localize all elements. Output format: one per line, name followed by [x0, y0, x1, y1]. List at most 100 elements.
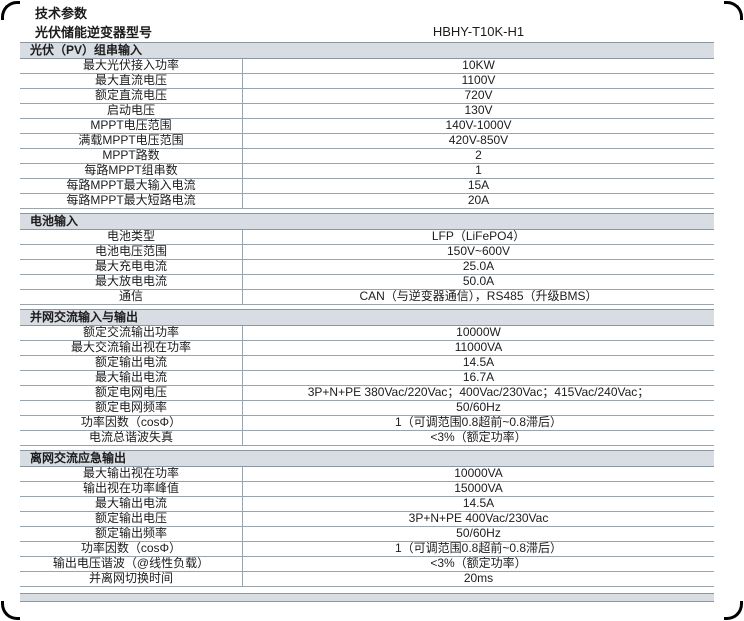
spec-param-label: MPPT电压范围 [20, 119, 243, 133]
spec-param-value: 1（可调范围0.8超前~0.8滞后） [394, 416, 563, 429]
spec-param-label: 最大放电电流 [20, 275, 243, 289]
spec-row: 功率因数（cosΦ） 1（可调范围0.8超前~0.8滞后） [20, 416, 714, 431]
spec-row: 启动电压 130V [20, 104, 714, 119]
spec-row: 额定交流输出功率 10000W [20, 326, 714, 341]
spec-row: 额定电网电压 3P+N+PE 380Vac/220Vac；400Vac/230Va… [20, 386, 714, 401]
spec-row: 功率因数（cosΦ） 1（可调范围0.8超前~0.8滞后） [20, 542, 714, 557]
spec-param-label: MPPT路数 [20, 149, 243, 163]
spec-row: 通信 CAN（与逆变器通信），RS485（升级BMS） [20, 290, 714, 305]
spec-param-value: 50.0A [462, 275, 495, 288]
spec-row: 最大输出视在功率 10000VA [20, 467, 714, 482]
spec-section: 并网交流输入与输出 额定交流输出功率 10000W 最大交流输出视在功率 11000VA… [20, 309, 714, 446]
spec-param-value: 10000VA [454, 467, 503, 480]
spec-param-label: 额定电网电压 [20, 386, 243, 400]
spec-row: 电池类型 LFP（LiFePO4） [20, 230, 714, 245]
spec-param-value: 420V-850V [448, 134, 509, 147]
spec-param-value: 25.0A [462, 260, 495, 273]
spec-section: 离网交流应急输出 最大输出视在功率 10000VA 输出视在功率峰值 15000VA 最大… [20, 450, 714, 587]
spec-row: 额定电网频率 50/60Hz [20, 401, 714, 416]
spec-param-label: 额定输出电压 [20, 512, 243, 526]
spec-param-value: 50/60Hz [456, 527, 501, 540]
spec-row: 最大充电电流 25.0A [20, 260, 714, 275]
spec-param-value: 130V [464, 104, 493, 117]
spec-param-label: 最大直流电压 [20, 74, 243, 88]
spec-param-label: 最大光伏接入功率 [20, 59, 243, 73]
spec-param-label: 最大输出电流 [20, 371, 243, 385]
spec-param-label: 启动电压 [20, 104, 243, 118]
spec-param-label: 通信 [20, 290, 243, 304]
spec-row: 最大输出电流 16.7A [20, 371, 714, 386]
model-label: 光伏储能逆变器型号 [35, 25, 153, 40]
spec-param-value: 2 [475, 149, 482, 162]
spec-param-label: 并离网切换时间 [20, 572, 243, 586]
spec-param-label: 每路MPPT最大输入电流 [20, 179, 243, 193]
model-value: HBHY-T10K-H1 [432, 24, 525, 39]
spec-row: 并离网切换时间 20ms [20, 572, 714, 587]
rounded-corner-bottom-right [724, 601, 743, 620]
spec-param-label: 每路MPPT最大短路电流 [20, 194, 243, 208]
spec-row: 每路MPPT最大短路电流 20A [20, 194, 714, 209]
spec-row: 额定直流电压 720V [20, 89, 714, 104]
spec-row: MPPT电压范围 140V-1000V [20, 119, 714, 134]
spec-row: 最大交流输出视在功率 11000VA [20, 341, 714, 356]
spec-table: 技术参数 光伏储能逆变器型号 HBHY-T10K-H1 光伏（PV）组串输入 最大… [20, 6, 714, 602]
spec-param-value: CAN（与逆变器通信），RS485（升级BMS） [359, 290, 598, 303]
spec-param-value: 3P+N+PE 380Vac/220Vac；400Vac/230Vac；415V… [307, 386, 650, 399]
spec-section: 光伏（PV）组串输入 最大光伏接入功率 10KW 最大直流电压 1100V 额定直流电压 7… [20, 42, 714, 209]
spec-param-value: 140V-1000V [445, 119, 512, 132]
spec-param-value: 16.7A [462, 371, 495, 384]
spec-param-label: 额定输出电流 [20, 356, 243, 370]
spec-param-label: 每路MPPT组串数 [20, 164, 243, 178]
spec-param-value: LFP（LiFePO4） [431, 230, 526, 243]
spec-param-value: 10KW [462, 59, 495, 72]
spec-row: 满载MPPT电压范围 420V-850V [20, 134, 714, 149]
rounded-corner-bottom-left [1, 601, 20, 620]
spec-row: 最大放电电流 50.0A [20, 275, 714, 290]
spec-param-label: 最大输出电流 [20, 497, 243, 511]
spec-param-label: 功率因数（cosΦ） [20, 542, 243, 556]
spec-param-value: 1100V [461, 74, 496, 87]
spec-row: 最大直流电压 1100V [20, 74, 714, 89]
spec-param-value: 3P+N+PE 400Vac/230Vac [408, 512, 549, 525]
spec-param-value: 14.5A [462, 356, 495, 369]
spec-param-value: 50/60Hz [456, 401, 501, 414]
spec-param-label: 电池电压范围 [20, 245, 243, 259]
section-header: 并网交流输入与输出 [20, 309, 714, 326]
spec-row: 每路MPPT组串数 1 [20, 164, 714, 179]
spec-sections: 光伏（PV）组串输入 最大光伏接入功率 10KW 最大直流电压 1100V 额定直流电压 7… [20, 42, 714, 587]
section-header: 离网交流应急输出 [20, 450, 714, 467]
page-title: 技术参数 [35, 6, 88, 21]
spec-param-label: 额定交流输出功率 [20, 326, 243, 340]
model-row: 光伏储能逆变器型号 HBHY-T10K-H1 [20, 22, 714, 41]
spec-param-value: 1（可调范围0.8超前~0.8滞后） [394, 542, 563, 555]
spec-section: 电池输入 电池类型 LFP（LiFePO4） 电池电压范围 150V~600V 最大充电电… [20, 213, 714, 305]
spec-row: 额定输出电流 14.5A [20, 356, 714, 371]
spec-row: 电流总谐波失真 <3%（额定功率） [20, 431, 714, 446]
section-header: 电池输入 [20, 213, 714, 230]
spec-param-label: 额定电网频率 [20, 401, 243, 415]
spec-param-label: 电池类型 [20, 230, 243, 244]
spec-param-label: 功率因数（cosΦ） [20, 416, 243, 430]
spec-row: 最大输出电流 14.5A [20, 497, 714, 512]
spec-param-value: 14.5A [462, 497, 495, 510]
spec-param-label: 额定直流电压 [20, 89, 243, 103]
spec-param-value: 10000W [456, 326, 501, 339]
spec-row: 输出视在功率峰值 15000VA [20, 482, 714, 497]
spec-param-value: 11000VA [454, 341, 503, 354]
spec-param-label: 最大输出视在功率 [20, 467, 243, 481]
spec-param-value: <3%（额定功率） [430, 557, 527, 570]
spec-row: 额定输出频率 50/60Hz [20, 527, 714, 542]
spec-param-label: 最大交流输出视在功率 [20, 341, 243, 355]
spec-row: 额定输出电压 3P+N+PE 400Vac/230Vac [20, 512, 714, 527]
spec-param-value: 20ms [463, 572, 494, 585]
spec-row: MPPT路数 2 [20, 149, 714, 164]
truncated-section-bar [20, 593, 714, 602]
spec-param-label: 电流总谐波失真 [20, 431, 243, 445]
spec-param-label: 额定输出频率 [20, 527, 243, 541]
spec-param-value: 15000VA [454, 482, 503, 495]
spec-param-value: 1 [475, 164, 482, 177]
spec-param-value: 15A [467, 179, 490, 192]
rounded-corner-top-left [1, 1, 20, 20]
spec-param-label: 输出视在功率峰值 [20, 482, 243, 496]
